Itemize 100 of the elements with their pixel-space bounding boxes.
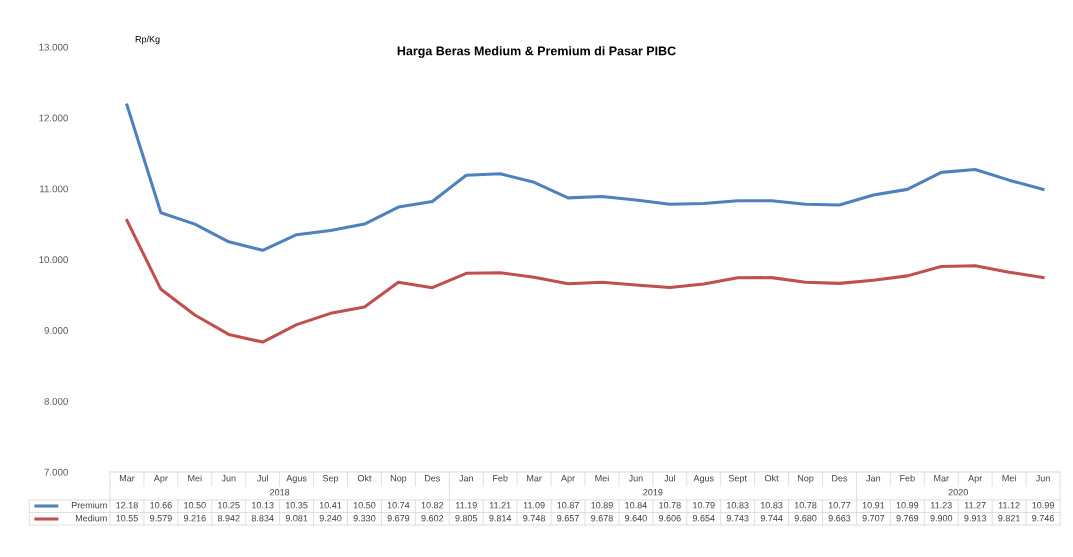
x-tick-label: Mar <box>527 475 542 482</box>
data-label: 11.09 <box>523 502 545 509</box>
data-label: 11.27 <box>964 502 986 509</box>
data-label: 11.19 <box>455 502 477 509</box>
data-label: 9.707 <box>862 515 885 522</box>
data-label: 9.746 <box>1032 515 1054 522</box>
data-label: 11.23 <box>930 502 952 509</box>
data-label: 10.66 <box>150 502 172 509</box>
data-label: 8.834 <box>251 515 274 522</box>
data-label: 9.640 <box>625 515 647 522</box>
text: 2019 <box>643 489 663 496</box>
data-label: 9.606 <box>658 515 681 522</box>
data-label: 9.602 <box>421 515 444 522</box>
y-tick-label: 13.000 <box>39 43 68 51</box>
data-label: 10.91 <box>862 502 885 509</box>
x-tick-label: Agus <box>693 475 714 484</box>
x-tick-label: Mei <box>595 474 609 482</box>
x-tick-label: Feb <box>493 474 508 482</box>
data-label: 10.50 <box>353 502 376 509</box>
x-tick-label: Mar <box>119 475 135 482</box>
y-tick-label: 12.000 <box>39 114 68 122</box>
data-label: 9.330 <box>353 515 376 522</box>
x-tick-label: Mei <box>1002 474 1016 482</box>
line-series <box>125 219 1045 344</box>
x-tick-label: Sep <box>322 475 339 484</box>
data-label: 10.82 <box>421 502 444 509</box>
x-tick-label: Jul <box>664 474 675 482</box>
y-tick-label: 9.000 <box>44 327 68 334</box>
x-tick-label: Jun <box>1035 475 1050 482</box>
data-label: 11.21 <box>489 502 511 509</box>
legend-label: Premium <box>71 501 107 509</box>
x-tick-label: Apr <box>153 475 168 484</box>
data-label: 10.87 <box>557 502 579 509</box>
y-tick-label: 11.000 <box>40 185 68 193</box>
data-label: 9.748 <box>523 515 546 522</box>
x-tick-label: Apr <box>968 475 983 484</box>
x-tick-label: Jun <box>628 475 643 482</box>
data-label: 10.78 <box>659 502 681 509</box>
data-label: 11.12 <box>998 502 1020 509</box>
x-tick-label: Sept <box>728 475 747 484</box>
data-label: 9.679 <box>387 515 410 522</box>
data-label: 9.913 <box>964 515 987 522</box>
x-tick-label: Okt <box>357 474 372 482</box>
x-tick-label: Nop <box>390 475 407 484</box>
data-label: 10.79 <box>693 502 715 509</box>
data-label: 10.13 <box>252 502 274 509</box>
data-label: 9.216 <box>183 515 206 522</box>
y-tick-label: 8.000 <box>44 397 68 405</box>
data-label: 10.84 <box>625 502 647 509</box>
data-label: 10.25 <box>218 502 240 509</box>
y-tick-label: 7.000 <box>44 468 68 476</box>
x-tick-label: Jul <box>257 474 268 482</box>
data-label: 9.821 <box>998 515 1020 522</box>
data-label: 9.744 <box>760 515 783 522</box>
x-tick-label: Des <box>425 475 441 482</box>
data-label: 9.240 <box>319 515 342 522</box>
data-label: 12.18 <box>116 502 138 509</box>
x-tick-label: Mar <box>934 475 949 482</box>
data-label: 9.743 <box>726 515 749 522</box>
data-label: 10.35 <box>286 502 308 509</box>
data-label: 9.579 <box>150 515 172 522</box>
x-tick-label: Jan <box>459 475 473 482</box>
data-label: 9.814 <box>489 515 512 522</box>
x-tick-label: Mei <box>188 474 202 482</box>
data-label: 9.081 <box>285 515 308 522</box>
data-label: 9.680 <box>794 515 817 522</box>
x-tick-label: Des <box>832 475 848 482</box>
data-label: 9.805 <box>455 515 478 522</box>
data-label: 10.83 <box>727 502 749 509</box>
x-tick-label: Agus <box>286 475 307 484</box>
data-label: 10.77 <box>828 502 851 509</box>
y-tick-label: 10.000 <box>39 256 68 264</box>
x-tick-label: Apr <box>561 475 575 484</box>
x-tick-label: Nop <box>798 475 814 484</box>
chart-title: Harga Beras Medium & Premium di Pasar PIBC <box>397 46 676 58</box>
x-tick-label: Feb <box>900 474 915 482</box>
legend-label: Medium <box>75 514 107 522</box>
data-label: 10.41 <box>319 502 342 509</box>
text: 2018 <box>270 489 290 496</box>
data-label: 10.55 <box>116 515 138 522</box>
data-label: 10.78 <box>794 502 817 509</box>
data-label: 10.50 <box>184 502 206 509</box>
x-tick-label: Jan <box>866 475 881 482</box>
text: 2020 <box>948 489 968 496</box>
data-label: 9.657 <box>557 515 579 522</box>
data-label: 10.83 <box>761 502 783 509</box>
data-label: 10.74 <box>387 502 410 509</box>
data-label: 9.678 <box>591 515 613 522</box>
data-label: 10.99 <box>1032 502 1054 509</box>
line-series <box>125 103 1045 252</box>
data-label: 9.663 <box>828 515 851 522</box>
x-tick-label: Okt <box>765 474 779 482</box>
y-axis-title: Rp/Kg <box>135 35 160 45</box>
data-label: 10.89 <box>591 502 613 509</box>
data-label: 9.769 <box>896 515 919 522</box>
data-label: 9.900 <box>930 515 953 522</box>
data-label: 9.654 <box>692 515 715 522</box>
data-label: 10.99 <box>896 502 919 509</box>
data-label: 8.942 <box>217 515 240 522</box>
x-tick-label: Jun <box>221 475 236 482</box>
